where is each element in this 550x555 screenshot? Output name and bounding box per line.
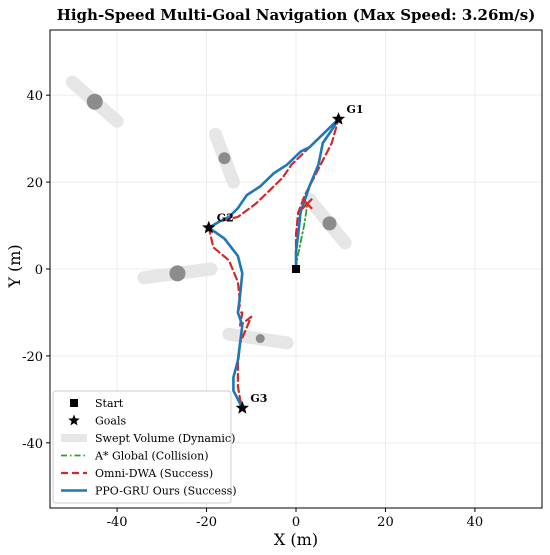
legend-marker-start <box>70 399 78 407</box>
x-tick-label: 20 <box>377 515 394 530</box>
legend-label: PPO-GRU Ours (Success) <box>95 485 237 498</box>
goal-label: G3 <box>250 392 267 405</box>
goal-star <box>202 220 216 234</box>
legend-marker-goal <box>68 414 80 426</box>
obstacle-disc <box>255 334 265 344</box>
y-tick-label: -20 <box>22 350 43 365</box>
x-tick-label: -40 <box>107 515 128 530</box>
legend-box <box>52 390 232 504</box>
x-tick-label: -20 <box>196 515 217 530</box>
obstacle-disc <box>322 216 337 231</box>
collision-marker <box>301 198 313 210</box>
x-tick-label: 40 <box>467 515 484 530</box>
y-tick-label: 40 <box>26 89 43 104</box>
x-tick-label: 0 <box>292 515 300 530</box>
obstacle-disc <box>218 152 231 165</box>
goal-label: G2 <box>217 212 234 225</box>
legend-label: A* Global (Collision) <box>94 450 209 463</box>
chart-title: High-Speed Multi-Goal Navigation (Max Sp… <box>57 6 536 24</box>
goal-label: G1 <box>346 103 363 116</box>
y-tick-label: 0 <box>35 263 43 278</box>
legend-label: Swept Volume (Dynamic) <box>95 432 235 445</box>
start-marker <box>292 265 300 273</box>
goal-star <box>235 401 249 414</box>
x-axis-label: X (m) <box>274 530 318 549</box>
legend-label: Goals <box>95 415 126 428</box>
series-path-2 <box>207 117 340 410</box>
legend-label: Start <box>95 397 124 410</box>
plot-area: -40 -20 0 20 40 -40 -20 0 20 40 G1 G2 G3 Start Goals Sw… <box>22 29 543 530</box>
y-tick-label: 20 <box>26 176 43 191</box>
obstacle-disc <box>169 265 186 282</box>
y-axis-label: Y (m) <box>5 244 24 288</box>
obstacle-disc <box>86 93 103 110</box>
goal-star <box>331 112 346 125</box>
legend-label: Omni-DWA (Success) <box>95 467 213 480</box>
y-tick-label: -40 <box>22 437 43 452</box>
